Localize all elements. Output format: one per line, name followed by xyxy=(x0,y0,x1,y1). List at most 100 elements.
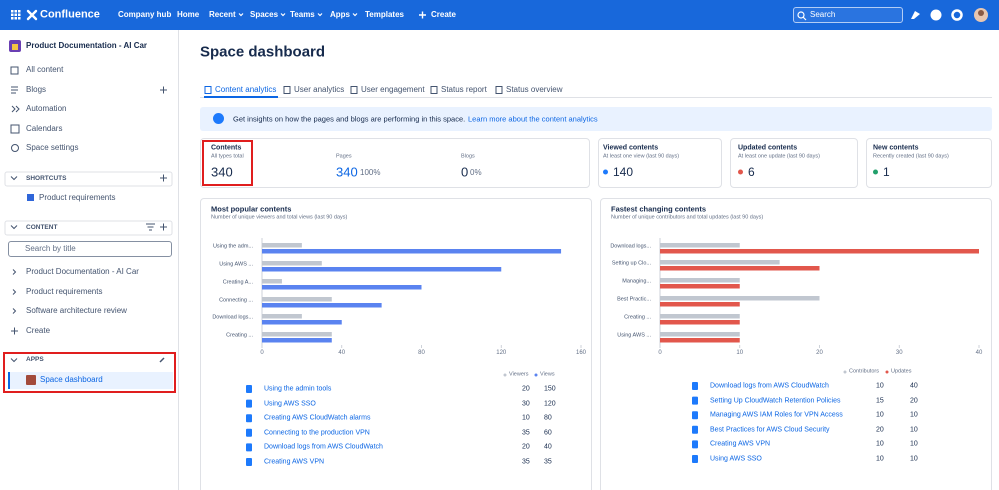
tab[interactable]: Status report xyxy=(441,85,487,94)
stat-caption: At least one view (last 90 days) xyxy=(603,153,680,160)
nav-item[interactable]: Spaces xyxy=(250,10,279,19)
content-link[interactable]: Setting Up CloudWatch Retention Policies xyxy=(710,397,841,405)
tab-icon xyxy=(204,86,212,94)
bar xyxy=(262,314,302,319)
x-tick-label: 30 xyxy=(895,350,903,356)
sidebar-link[interactable]: Calendars xyxy=(26,124,63,133)
category-label: Creating ... xyxy=(624,314,651,321)
nav-item[interactable]: Apps xyxy=(330,10,350,19)
page-tree-item[interactable]: Product Documentation - AI Car xyxy=(26,267,139,276)
content-link[interactable]: Download logs from AWS CloudWatch xyxy=(710,382,829,390)
active-tab-indicator xyxy=(204,96,278,98)
tab[interactable]: User engagement xyxy=(361,85,425,94)
table-value: 30 xyxy=(522,400,530,408)
tab[interactable]: Content analytics xyxy=(215,85,277,94)
chart-card xyxy=(200,198,592,490)
x-tick-label: 40 xyxy=(975,350,983,356)
stat-caption: Blogs xyxy=(461,153,475,160)
stat-title: Viewed contents xyxy=(603,144,659,152)
content-link[interactable]: Using AWS SSO xyxy=(710,455,762,463)
tab-icon xyxy=(495,86,503,94)
content-link[interactable]: Creating AWS VPN xyxy=(710,440,771,448)
chevron xyxy=(238,13,244,17)
tab[interactable]: Status overview xyxy=(506,85,563,94)
table-value: 20 xyxy=(522,385,530,393)
nav-item[interactable]: Teams xyxy=(290,10,315,19)
bar xyxy=(660,332,740,337)
sidebar-search-placeholder[interactable]: Search by title xyxy=(25,244,76,253)
bar xyxy=(660,284,740,289)
bar xyxy=(262,261,322,266)
stat-caption: At least one update (last 90 days) xyxy=(738,153,820,160)
bar xyxy=(660,260,780,265)
shortcut-link[interactable]: Product requirements xyxy=(39,193,116,202)
page-icon xyxy=(692,411,698,420)
bar xyxy=(660,278,740,283)
content-link[interactable]: Creating AWS CloudWatch alarms xyxy=(264,414,371,422)
content-link[interactable]: Using AWS SSO xyxy=(264,400,316,408)
page-icon xyxy=(692,396,698,405)
legend-dot xyxy=(534,373,538,377)
table-value: 10 xyxy=(910,440,918,448)
table-value: 10 xyxy=(876,440,884,448)
chart-title: Fastest changing contents xyxy=(611,204,707,214)
chevron xyxy=(280,13,286,17)
category-label: Managing... xyxy=(622,278,651,285)
bar xyxy=(262,303,382,308)
product-name[interactable]: Confluence xyxy=(40,8,100,21)
bar xyxy=(262,279,282,284)
sidebar-link[interactable]: All content xyxy=(26,65,64,74)
chevron xyxy=(317,13,323,17)
table-value: 80 xyxy=(544,414,552,422)
stat-value: 0 xyxy=(461,164,469,180)
content-link[interactable]: Creating AWS VPN xyxy=(264,458,325,466)
sidebar-link[interactable]: Blogs xyxy=(26,85,47,94)
category-label: Connecting ... xyxy=(219,297,253,304)
nav-item[interactable]: Company hub xyxy=(118,10,172,19)
page-tree-item[interactable]: Product requirements xyxy=(26,287,103,296)
sidebar-link[interactable]: Automation xyxy=(26,104,67,113)
space-name[interactable]: Product Documentation - AI Car xyxy=(26,41,148,50)
nav-item[interactable]: Recent xyxy=(209,10,236,19)
bar xyxy=(262,332,332,337)
content-link[interactable]: Download logs from AWS CloudWatch xyxy=(264,443,383,451)
app-link[interactable]: Space dashboard xyxy=(40,375,103,384)
tab[interactable]: User analytics xyxy=(294,85,345,94)
table-value: 15 xyxy=(876,397,884,405)
content-link[interactable]: Using the admin tools xyxy=(264,385,332,393)
tab-icon xyxy=(283,86,291,94)
page-tree-item[interactable]: Software architecture review xyxy=(26,306,127,315)
bar xyxy=(262,243,302,248)
create-button[interactable]: Create xyxy=(431,10,456,19)
page-icon xyxy=(246,458,252,466)
search-placeholder[interactable]: Search xyxy=(810,10,836,19)
category-label: Download logs... xyxy=(610,243,651,250)
apps-highlight-box xyxy=(3,352,176,393)
search-field[interactable] xyxy=(793,7,903,23)
table-value: 120 xyxy=(544,400,556,408)
bar xyxy=(262,249,562,254)
active-app-bg xyxy=(8,372,173,389)
page-icon xyxy=(246,414,252,423)
x-tick-label: 0 xyxy=(260,350,264,356)
create-link[interactable]: Create xyxy=(26,326,51,335)
stat-title: Updated contents xyxy=(738,144,798,152)
legend-label: Updates xyxy=(891,368,912,375)
content-link[interactable]: Connecting to the production VPN xyxy=(264,429,370,437)
nav-item[interactable]: Templates xyxy=(365,10,404,19)
info-banner xyxy=(200,107,992,131)
chart-card xyxy=(600,198,992,490)
nav-item[interactable]: Home xyxy=(177,10,200,19)
stat-value[interactable]: 340 xyxy=(336,164,358,180)
chart-subtitle: Number of unique viewers and total views… xyxy=(211,214,348,221)
content-link[interactable]: Best Practices for AWS Cloud Security xyxy=(710,426,830,434)
sidebar-link[interactable]: Space settings xyxy=(26,143,79,152)
legend-label: Viewers xyxy=(509,371,529,378)
content-link[interactable]: Managing AWS IAM Roles for VPN Access xyxy=(710,411,843,419)
stat-value: 6 xyxy=(748,165,755,179)
banner-link[interactable]: Learn more about the content analytics xyxy=(468,114,598,124)
section-heading: CONTENT xyxy=(26,223,58,231)
table-value: 40 xyxy=(544,443,552,451)
